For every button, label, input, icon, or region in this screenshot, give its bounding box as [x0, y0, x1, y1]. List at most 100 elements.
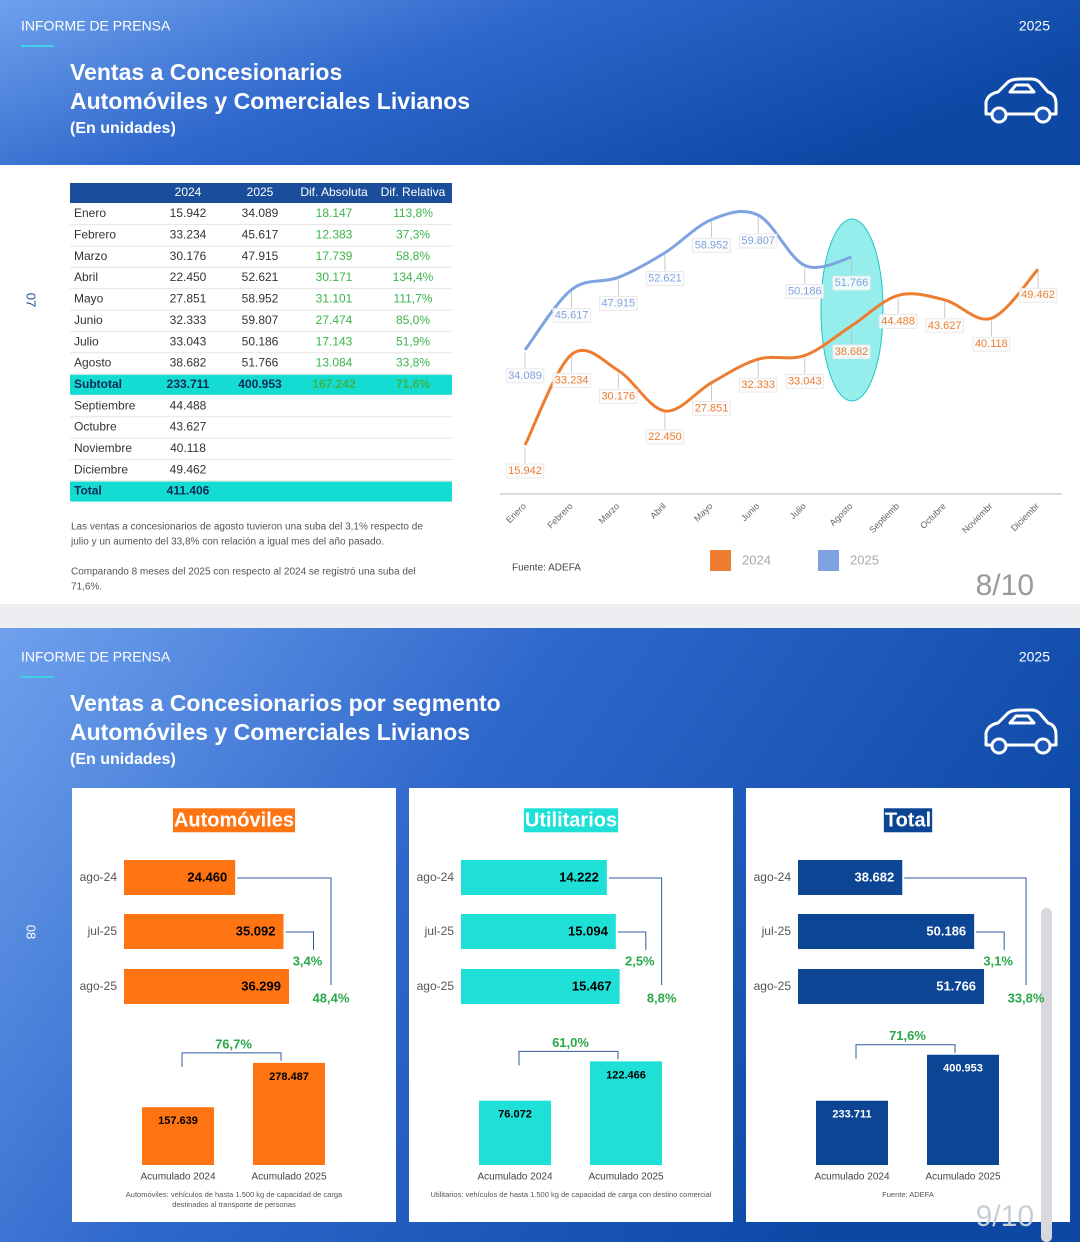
table-cell: 58.952	[242, 292, 279, 306]
bar	[461, 914, 616, 949]
data-label: 52.621	[648, 273, 682, 285]
bar-label: 35.092	[236, 923, 276, 938]
data-label: 49.462	[1021, 289, 1055, 301]
bar	[124, 914, 284, 949]
total-bar	[590, 1061, 662, 1165]
table-cell: 15.942	[170, 206, 207, 220]
slide-title: Ventas a Concesionarios por segmento	[70, 690, 501, 716]
panel	[409, 788, 733, 1222]
table-cell: 33.043	[170, 334, 207, 348]
table-cell: 111,7%	[394, 292, 433, 306]
table-cell: 113,8%	[393, 206, 433, 220]
category-label: ago-25	[417, 979, 455, 993]
label-box	[645, 271, 685, 287]
header-band	[0, 0, 1080, 165]
label-box	[972, 336, 1011, 352]
bracket	[518, 1050, 619, 1066]
row-label: Subtotal	[74, 377, 122, 391]
label-box	[523, 808, 619, 833]
row-label: Junio	[74, 313, 103, 327]
data-label: 44.488	[881, 315, 915, 327]
data-label: 15.942	[508, 465, 542, 477]
table-cell: 233.711	[167, 377, 210, 391]
data-label: 33.234	[555, 374, 589, 386]
total-bar	[142, 1107, 214, 1165]
connector	[237, 877, 332, 985]
table-cell: 30.171	[316, 270, 353, 284]
slide-title: Ventas a Concesionarios	[70, 59, 342, 85]
label-box	[785, 284, 824, 299]
data-label: 40.118	[975, 338, 1008, 350]
note: Las ventas a concesionarios de agosto tu…	[71, 522, 423, 533]
table-cell: 411.406	[167, 484, 210, 498]
header-label: INFORME DE PRENSA	[21, 18, 171, 34]
total-category: Acumulado 2025	[925, 1172, 1000, 1183]
note: julio y un aumento del 33,8% con relació…	[70, 537, 384, 548]
label-box	[739, 233, 778, 249]
total-category: Acumulado 2024	[140, 1172, 215, 1183]
label-box	[552, 308, 591, 323]
table-cell: 51.766	[242, 356, 279, 370]
table-cell: 59.807	[242, 313, 279, 327]
label-box	[925, 318, 964, 334]
label-box	[505, 368, 545, 384]
header-year: 2025	[1019, 18, 1050, 34]
scrollbar[interactable]	[1041, 908, 1052, 1242]
bar	[461, 969, 620, 1004]
header-year: 2025	[1019, 649, 1050, 665]
data-label: 58.952	[695, 239, 729, 251]
bar-label: 38.682	[854, 869, 894, 884]
x-tick-label: Noviembr	[960, 501, 994, 535]
side-number: 08	[24, 925, 39, 939]
data-label: 50.186	[788, 285, 822, 297]
total-bar-label: 278.487	[269, 1071, 309, 1083]
x-tick-label: Junio	[739, 501, 761, 523]
label-box	[739, 377, 778, 393]
side-number: 07	[24, 293, 39, 307]
note: 71,6%.	[71, 582, 102, 593]
table-header	[70, 183, 452, 203]
total-change: 71,6%	[889, 1028, 926, 1043]
table-cell: 27.474	[316, 313, 353, 327]
table-cell: 71,6%	[396, 377, 430, 391]
column-header: 2024	[175, 185, 202, 199]
panel-title: Utilitarios	[525, 809, 617, 831]
label-box	[785, 373, 824, 389]
slide-subtitle: (En unidades)	[70, 751, 176, 768]
row-label: Noviembre	[74, 441, 132, 455]
data-label: 27.851	[695, 403, 729, 415]
table-cell: 40.118	[170, 441, 206, 455]
label-box	[552, 372, 591, 388]
highlight-row	[70, 374, 452, 395]
legend-label: 2024	[742, 552, 771, 567]
label-box	[883, 808, 933, 833]
label-box	[599, 296, 638, 311]
label-box	[172, 808, 296, 833]
data-label: 30.176	[601, 390, 635, 402]
total-bar	[253, 1062, 325, 1165]
connector	[976, 931, 1005, 950]
label-box	[878, 313, 918, 329]
footnote: Utilitarios: vehículos de hasta 1.500 kg…	[431, 1190, 712, 1199]
table-cell: 18.147	[316, 206, 353, 220]
total-change: 76,7%	[215, 1036, 252, 1051]
series-line	[523, 209, 852, 351]
page-number: 9/10	[976, 1200, 1034, 1233]
label-box	[505, 463, 545, 479]
table-cell: 45.617	[242, 228, 279, 242]
table-cell: 47.915	[242, 249, 279, 263]
connector	[285, 931, 315, 950]
bar-label: 36.299	[241, 978, 281, 993]
page-number: 8/10	[976, 569, 1034, 602]
total-bar-label: 400.953	[943, 1063, 983, 1075]
series-line	[523, 268, 1040, 446]
x-tick-label: Febrero	[545, 501, 574, 530]
data-label: 34.089	[508, 370, 542, 382]
row-label: Abril	[74, 270, 98, 284]
total-bar-label: 122.466	[606, 1069, 646, 1081]
total-change: 61,0%	[552, 1035, 589, 1050]
data-label: 33.043	[788, 375, 822, 387]
table-cell: 22.450	[170, 270, 207, 284]
panel-title: Automóviles	[174, 809, 294, 831]
